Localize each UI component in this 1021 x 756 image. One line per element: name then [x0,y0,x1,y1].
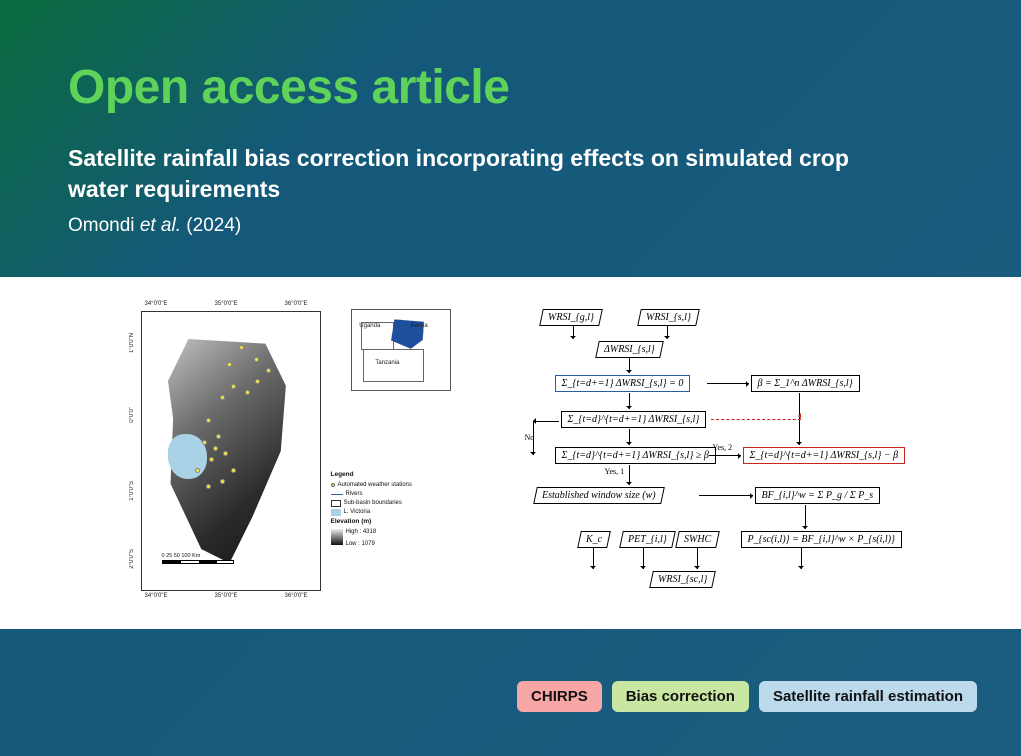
arrow-4 [629,393,630,409]
axis-left-2: 0°0'0" [129,407,135,423]
article-title: Satellite rainfall bias correction incor… [68,143,888,205]
legend-line-icon [331,494,343,495]
legend-elev-low: Low : 1079 [346,540,377,548]
legend-lake: L. Victoria [344,508,371,516]
flow-window: Established window size (w) [533,487,664,504]
legend-subbasin: Sub-basin boundaries [344,499,402,507]
arrow-beta [707,383,749,384]
flow-swhc: SWHC [675,531,720,548]
station-dot [202,440,207,445]
author-year: (2024) [186,215,241,236]
map-frame: 0 25 50 100 Km [141,311,321,591]
flow-pet: PET_{i,l} [619,531,675,548]
axis-top-2: 35°0'0"E [215,301,238,307]
article-authors: Omondi et al. (2024) [68,215,953,237]
flow-sum-ge-beta: Σ_{t=d}^{t=d+=1} ΔWRSI_{s,l} ≥ β [555,447,716,464]
legend-elev-high: High : 4318 [346,528,377,536]
label-no: No [525,433,535,442]
legend-title: Legend [331,471,451,480]
legend-elev-title: Elevation (m) [331,518,451,527]
flow-sum-minus-beta: Σ_{t=d}^{t=d+=1} ΔWRSI_{s,l} − β [743,447,906,464]
station-dot [231,384,236,389]
arrow-window-bf [699,495,753,496]
arrow-red-back [711,419,801,420]
inset-countries: Uganda Kenya Tanzania [361,318,439,382]
arrow-bf-psc [805,505,806,529]
station-dot [266,368,271,373]
legend-stations: Automated weather stations [338,481,412,489]
axis-bot-3: 36°0'0"E [285,593,308,599]
arrow-swhc [697,547,698,569]
author-etal: et al. [140,215,181,236]
flow-wrsi-g: WRSI_{g,l} [539,309,603,326]
figure-band: 34°0'0"E 35°0'0"E 36°0'0"E 1°0'0"N 0°0'0… [0,277,1021,629]
legend-grad-icon [331,529,343,545]
label-yes1: Yes, 1 [605,467,625,476]
axis-left-4: 2°0'0"S [129,549,135,569]
inset-map: Uganda Kenya Tanzania [351,309,451,391]
legend-rivers: Rivers [346,490,363,498]
station-dot [206,418,211,423]
axis-bot-1: 34°0'0"E [145,593,168,599]
legend-dot-icon [331,483,335,487]
station-dot [245,390,250,395]
scalebar-ticks: 0 25 50 100 Km [162,553,201,559]
inset-label-tanzania: Tanzania [375,360,399,366]
axis-left-3: 1°0'0"S [129,481,135,501]
station-dot [209,457,214,462]
flowchart-panel: WRSI_{g,l} WRSI_{s,l} ΔWRSI_{s,l} Σ_{t=d… [511,303,891,603]
arrow-3 [629,357,630,373]
station-dot [220,479,225,484]
arrow-psc [801,547,802,569]
axis-top-1: 34°0'0"E [145,301,168,307]
author-lead: Omondi [68,215,135,236]
station-dot [213,446,218,451]
axis-left-1: 1°0'0"N [129,333,135,353]
tag-bias-correction[interactable]: Bias correction [612,681,749,712]
station-dot [231,468,236,473]
label-yes2: Yes, 2 [713,443,733,452]
axis-bot-2: 35°0'0"E [215,593,238,599]
legend-lake-icon [331,509,341,516]
inset-label-kenya: Kenya [411,323,428,329]
flow-bf: BF_{i,l}^w = Σ P_g / Σ P_s [755,487,881,504]
arrow-pet [643,547,644,569]
station-dot [254,357,259,362]
flow-wrsi-sc: WRSI_{sc,l} [649,571,716,588]
map-legend: Legend Automated weather stations Rivers… [331,471,451,548]
arrow-no-h [533,421,559,422]
flow-beta: β = Σ_1^n ΔWRSI_{s,l} [751,375,860,392]
inset-label-uganda: Uganda [359,323,380,329]
flow-sum: Σ_{t=d}^{t=d+=1} ΔWRSI_{s,l} [561,411,707,428]
scalebar: 0 25 50 100 Km [162,553,234,564]
header: Open access article Satellite rainfall b… [0,0,1021,277]
arrow-yes2 [709,455,741,456]
flow-delta-wrsi: ΔWRSI_{s,l} [595,341,663,358]
flow-psc: P_{sc(i,l)} = BF_{i,l}^w × P_{s(i,l)} [741,531,903,548]
arrow-6 [629,465,630,485]
map-panel: 34°0'0"E 35°0'0"E 36°0'0"E 1°0'0"N 0°0'0… [131,303,451,603]
flow-wrsi-s: WRSI_{s,l} [637,309,700,326]
flow-sum-zero: Σ_{t=d+=1} ΔWRSI_{s,l} = 0 [555,375,691,392]
tag-row: CHIRPS Bias correction Satellite rainfall … [517,681,977,712]
open-access-label: Open access article [68,60,953,115]
arrow-5 [629,429,630,445]
arrow-2 [667,325,668,339]
scalebar-bar [162,560,234,564]
station-dot [195,468,200,473]
tag-chirps[interactable]: CHIRPS [517,681,602,712]
legend-box-icon [331,500,341,507]
axis-top-3: 36°0'0"E [285,301,308,307]
flow-kc: K_c [577,531,611,548]
tag-satellite-rainfall-estimation[interactable]: Satellite rainfall estimation [759,681,977,712]
arrow-1 [573,325,574,339]
arrow-kc [593,547,594,569]
